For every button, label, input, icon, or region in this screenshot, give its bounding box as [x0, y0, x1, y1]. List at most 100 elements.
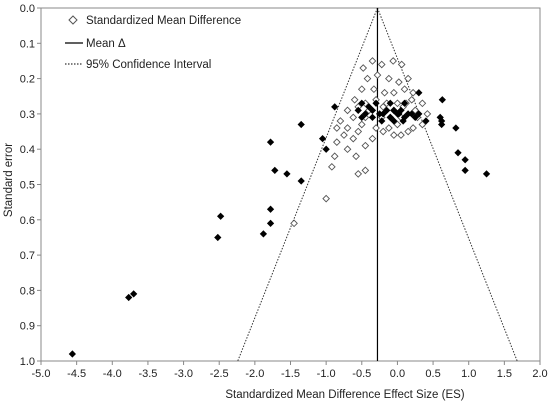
data-point-solid-diamond	[322, 145, 330, 153]
y-tick-label: 0.1	[20, 38, 35, 50]
x-tick-label: -1.5	[281, 368, 300, 380]
data-point-hollow-diamond	[359, 64, 368, 72]
data-point-solid-diamond	[386, 99, 394, 107]
data-point-hollow-diamond	[322, 194, 330, 203]
data-point-hollow-diamond	[370, 85, 378, 94]
data-point-hollow-diamond	[354, 170, 363, 178]
data-point-hollow-diamond	[390, 131, 398, 139]
x-tick-label: -4.0	[103, 368, 122, 380]
y-tick-label: 0.4	[20, 144, 35, 156]
x-axis-ticks: -5.0 -4.5 -4.0 -3.5 -3.0 -2.5 -2.0 -1.5 -1.0 -0.5…	[32, 361, 548, 380]
data-point-hollow-diamond	[357, 85, 366, 94]
data-point-hollow-diamond	[418, 120, 427, 129]
data-point-solid-diamond	[266, 138, 275, 146]
data-point-hollow-diamond	[389, 57, 397, 65]
data-point-solid-diamond	[422, 117, 430, 125]
data-point-hollow-diamond	[357, 120, 366, 129]
data-point-hollow-diamond	[330, 152, 339, 161]
data-point-hollow-diamond	[393, 99, 402, 108]
data-point-hollow-diamond	[350, 95, 359, 104]
ci-line	[237, 7, 378, 362]
data-point-hollow-diamond	[385, 124, 393, 132]
data-point-hollow-diamond	[380, 88, 389, 97]
data-point-solid-diamond	[318, 134, 327, 143]
y-tick-label: 0.7	[20, 250, 35, 262]
data-point-hollow-diamond	[332, 138, 341, 146]
data-point-hollow-diamond	[395, 78, 403, 86]
data-point-solid-diamond	[461, 156, 469, 164]
data-point-solid-diamond	[68, 350, 76, 358]
data-point-hollow-diamond	[368, 134, 377, 143]
data-point-hollow-diamond	[411, 106, 420, 115]
data-point-solid-diamond	[297, 177, 305, 185]
data-point-solid-diamond	[331, 103, 339, 111]
y-tick-label: 0.2	[20, 74, 35, 86]
y-tick-label: 0.8	[20, 285, 35, 297]
data-point-solid-diamond	[130, 290, 138, 298]
data-point-hollow-diamond	[377, 60, 386, 69]
x-tick-label: 0.5	[425, 368, 440, 380]
ci-line	[377, 7, 518, 362]
data-point-hollow-diamond	[352, 152, 360, 161]
data-point-hollow-diamond	[343, 106, 352, 115]
x-tick-label: 1.5	[497, 368, 512, 380]
legend-item-mean: Mean Δ	[65, 38, 126, 50]
data-point-solid-diamond	[358, 113, 366, 122]
x-tick-label: -3.5	[138, 368, 157, 380]
data-point-hollow-diamond	[290, 219, 298, 228]
x-tick-label: -2.0	[245, 368, 264, 380]
data-point-solid-diamond	[383, 106, 391, 114]
data-point-solid-diamond	[217, 212, 225, 220]
x-axis-label: Standardized Mean Difference Effect Size…	[225, 389, 464, 401]
data-point-hollow-diamond	[385, 74, 393, 83]
data-point-hollow-diamond	[373, 71, 382, 79]
data-point-hollow-diamond	[372, 124, 380, 132]
data-point-solid-diamond	[358, 99, 366, 107]
data-point-solid-diamond	[461, 166, 469, 175]
data-point-hollow-diamond	[379, 103, 388, 111]
data-point-solid-diamond	[378, 117, 386, 125]
data-point-hollow-diamond	[368, 57, 377, 65]
y-axis-label: Standard error	[3, 143, 15, 217]
data-point-solid-diamond	[399, 117, 407, 125]
data-point-hollow-diamond	[404, 74, 412, 83]
y-axis-ticks: 0.0 0.1 0.2 0.3 0.4 0.5 0.6 0.7 0.8 0.9 1.0	[20, 3, 41, 368]
data-point-hollow-diamond	[379, 127, 388, 136]
data-point-solid-diamond	[266, 219, 275, 227]
x-tick-label: 2.0	[532, 368, 547, 380]
data-point-solid-diamond	[266, 205, 275, 213]
data-point-hollow-diamond	[343, 145, 352, 154]
y-tick-label: 0.6	[20, 215, 35, 227]
x-tick-label: -1.0	[317, 368, 336, 380]
data-point-solid-diamond	[452, 124, 460, 132]
data-point-solid-diamond	[482, 170, 491, 178]
data-point-solid-diamond	[368, 113, 377, 122]
y-tick-label: 1.0	[20, 356, 35, 368]
data-point-hollow-diamond	[404, 127, 412, 136]
data-point-hollow-diamond	[354, 127, 363, 136]
data-point-hollow-diamond	[328, 163, 336, 171]
data-point-hollow-diamond	[423, 110, 432, 118]
y-tick-label: 0.0	[20, 3, 35, 15]
legend: Standardized Mean Difference Mean Δ 95% …	[65, 15, 241, 71]
x-tick-label: 1.0	[461, 368, 476, 380]
data-point-solid-diamond	[283, 170, 291, 178]
data-point-solid-diamond	[297, 120, 305, 129]
data-point-solid-diamond	[368, 106, 377, 114]
data-point-hollow-diamond	[390, 88, 398, 97]
data-point-hollow-diamond	[332, 124, 341, 132]
data-point-hollow-diamond	[361, 166, 370, 175]
x-tick-label: -4.5	[67, 368, 86, 380]
data-point-solid-diamond	[454, 149, 462, 157]
data-point-solid-diamond	[438, 117, 446, 125]
x-tick-label: -0.5	[352, 368, 371, 380]
data-point-solid-diamond	[271, 166, 279, 175]
data-point-solid-diamond	[361, 110, 369, 118]
data-point-solid-diamond	[372, 99, 380, 107]
data-point-hollow-diamond	[340, 131, 348, 139]
data-point-hollow-diamond	[343, 124, 352, 132]
data-points	[68, 57, 491, 358]
data-point-solid-diamond	[386, 113, 394, 122]
data-point-hollow-diamond	[361, 141, 370, 150]
